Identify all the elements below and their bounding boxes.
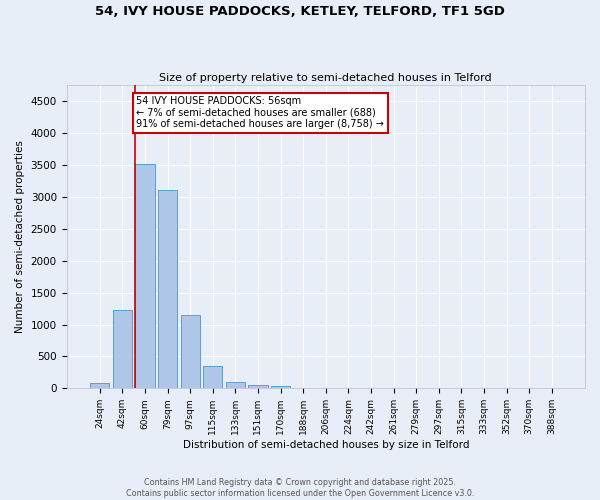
Bar (113, 310, 132, 388)
Text: Contains HM Land Registry data © Crown copyright and database right 2025.
Contai: Contains HM Land Registry data © Crown c… (126, 478, 474, 498)
Title: Size of property relative to semi-detached houses in Telford: Size of property relative to semi-detach… (160, 73, 492, 83)
Bar (136, 164, 155, 388)
Bar (248, 385, 268, 388)
Bar (271, 386, 290, 388)
X-axis label: Distribution of semi-detached houses by size in Telford: Distribution of semi-detached houses by … (182, 440, 469, 450)
Bar (158, 190, 177, 388)
Text: 54, IVY HOUSE PADDOCKS, KETLEY, TELFORD, TF1 5GD: 54, IVY HOUSE PADDOCKS, KETLEY, TELFORD,… (95, 5, 505, 18)
Y-axis label: Number of semi-detached properties: Number of semi-detached properties (15, 140, 25, 333)
Text: 54 IVY HOUSE PADDOCKS: 56sqm
← 7% of semi-detached houses are smaller (688)
91% : 54 IVY HOUSE PADDOCKS: 56sqm ← 7% of sem… (136, 96, 385, 129)
Bar (226, 382, 245, 388)
Bar (203, 366, 223, 388)
Bar (181, 315, 200, 388)
Bar (90, 383, 109, 388)
